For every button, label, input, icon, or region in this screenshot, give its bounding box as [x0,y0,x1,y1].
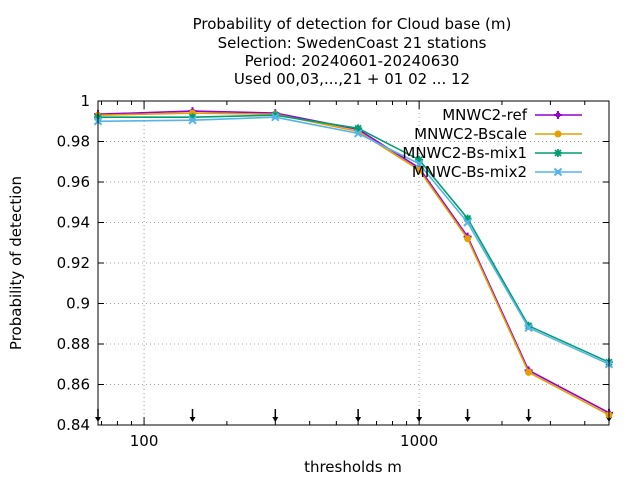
legend: MNWC2-refMNWC2-BscaleMNWC2-Bs-mix1MNWC-B… [402,106,582,181]
data-point [525,368,533,376]
y-tick-label: 0.86 [57,376,90,394]
threshold-arrow [272,409,279,422]
threshold-arrow [525,409,532,422]
title-line: Probability of detection for Cloud base … [193,15,512,33]
legend-label: MNWC-Bs-mix2 [412,163,527,181]
series-mnwc2-bs-mix1 [94,111,613,367]
data-point [463,214,472,223]
x-axis-ticks: 100 1000 [100,101,586,450]
title-line: Selection: SwedenCoast 21 stations [218,34,487,52]
threshold-arrow [416,409,423,422]
data-point [415,166,423,174]
title-line: Used 00,03,...,21 + 01 02 ... 12 [234,70,470,88]
legend-marker [553,167,563,177]
series-mnwc-bs-mix2 [93,112,614,369]
plot-frame [97,100,610,426]
series-line [97,112,610,416]
y-tick-label: 0.9 [66,295,90,313]
threshold-markers [95,409,612,422]
data-point [271,111,280,120]
series-line [97,116,610,365]
data-point [353,129,363,138]
legend-label: MNWC2-ref [442,106,527,124]
data-point [188,113,197,122]
y-tick-label: 0.92 [57,254,90,272]
legend-marker [554,111,562,119]
data-point [414,159,424,168]
x-axis-label: thresholds m [304,458,402,476]
legend-label: MNWC2-Bscale [414,125,527,143]
x-tick-label: 1000 [400,432,438,450]
series-line [97,110,610,414]
y-tick-label: 0.96 [57,173,90,191]
data-point [188,116,197,125]
data-point [271,112,280,122]
title-line: Period: 20240601-20240630 [245,52,460,70]
threshold-arrow [464,409,471,422]
series-mnwc2-bscale [94,109,613,419]
legend-marker [554,149,562,157]
chart-title: Probability of detection for Cloud base … [193,15,512,88]
threshold-arrow [355,409,362,422]
y-tick-label: 1 [80,92,90,110]
legend-label: MNWC2-Bs-mix1 [402,144,527,162]
y-tick-label: 0.84 [57,416,90,434]
threshold-arrow [189,409,196,422]
y-tick-label: 0.94 [57,214,90,232]
y-axis-label: Probability of detection [7,176,25,350]
legend-marker [554,130,562,138]
grid [98,101,609,425]
series-line [98,114,610,363]
y-tick-label: 0.98 [57,133,90,151]
data-point [464,235,472,243]
data-point [524,323,533,333]
data-point [463,218,472,227]
data-point [524,321,533,330]
data-series [93,107,614,419]
y-axis-ticks: 0.84 0.86 0.88 0.9 0.92 0.94 0.96 0.98 1 [57,92,609,434]
x-tick-label: 100 [130,432,159,450]
y-tick-label: 0.88 [57,335,90,353]
data-point [415,155,424,164]
data-point [354,124,363,133]
